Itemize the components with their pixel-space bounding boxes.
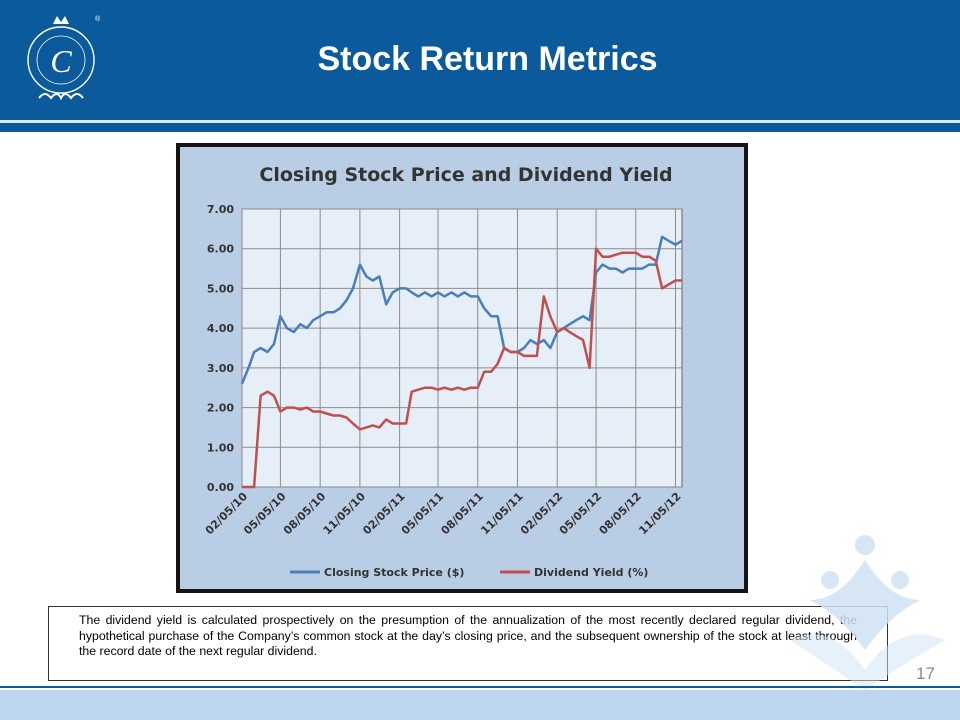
y-tick-label: 7.00 [207,203,234,216]
x-tick-label: 05/05/12 [557,490,604,537]
x-tick-label: 11/05/12 [636,490,683,537]
chart-title: Closing Stock Price and Dividend Yield [259,164,672,186]
legend-label: Closing Stock Price ($) [324,566,464,579]
y-tick-label: 2.00 [207,402,234,415]
header-divider [0,120,960,123]
crown-crafts-logo: C ® [27,15,101,101]
stock-chart: Closing Stock Price and Dividend Yield 0.… [203,164,684,579]
chart-frame: Closing Stock Price and Dividend Yield 0.… [176,143,748,593]
series-line-dividend-yield [242,247,682,489]
page-number: 17 [916,664,935,683]
footer-divider [0,686,960,688]
decorative-crown-watermark [790,535,945,690]
series-line-stock-price [240,235,683,385]
footer-bar [0,690,960,720]
header-bar [0,0,960,120]
footnote-box: The dividend yield is calculated prospec… [48,606,888,681]
header-band [0,123,960,132]
y-tick-label: 3.00 [207,362,234,375]
y-tick-label: 5.00 [207,282,234,295]
svg-text:®: ® [95,15,101,23]
x-tick-label: 05/05/11 [399,490,446,537]
legend-label: Dividend Yield (%) [534,566,648,579]
slide-title: Stock Return Metrics [317,40,658,78]
x-tick-label: 08/05/12 [597,490,644,537]
svg-text:C: C [50,43,72,79]
y-tick-label: 4.00 [207,322,234,335]
x-tick-label: 08/05/11 [439,490,486,537]
y-tick-label: 1.00 [207,441,234,454]
y-tick-label: 6.00 [207,243,234,256]
plot-area [241,208,683,488]
x-tick-label: 11/05/11 [478,490,525,537]
y-tick-label: 0.00 [207,481,234,494]
